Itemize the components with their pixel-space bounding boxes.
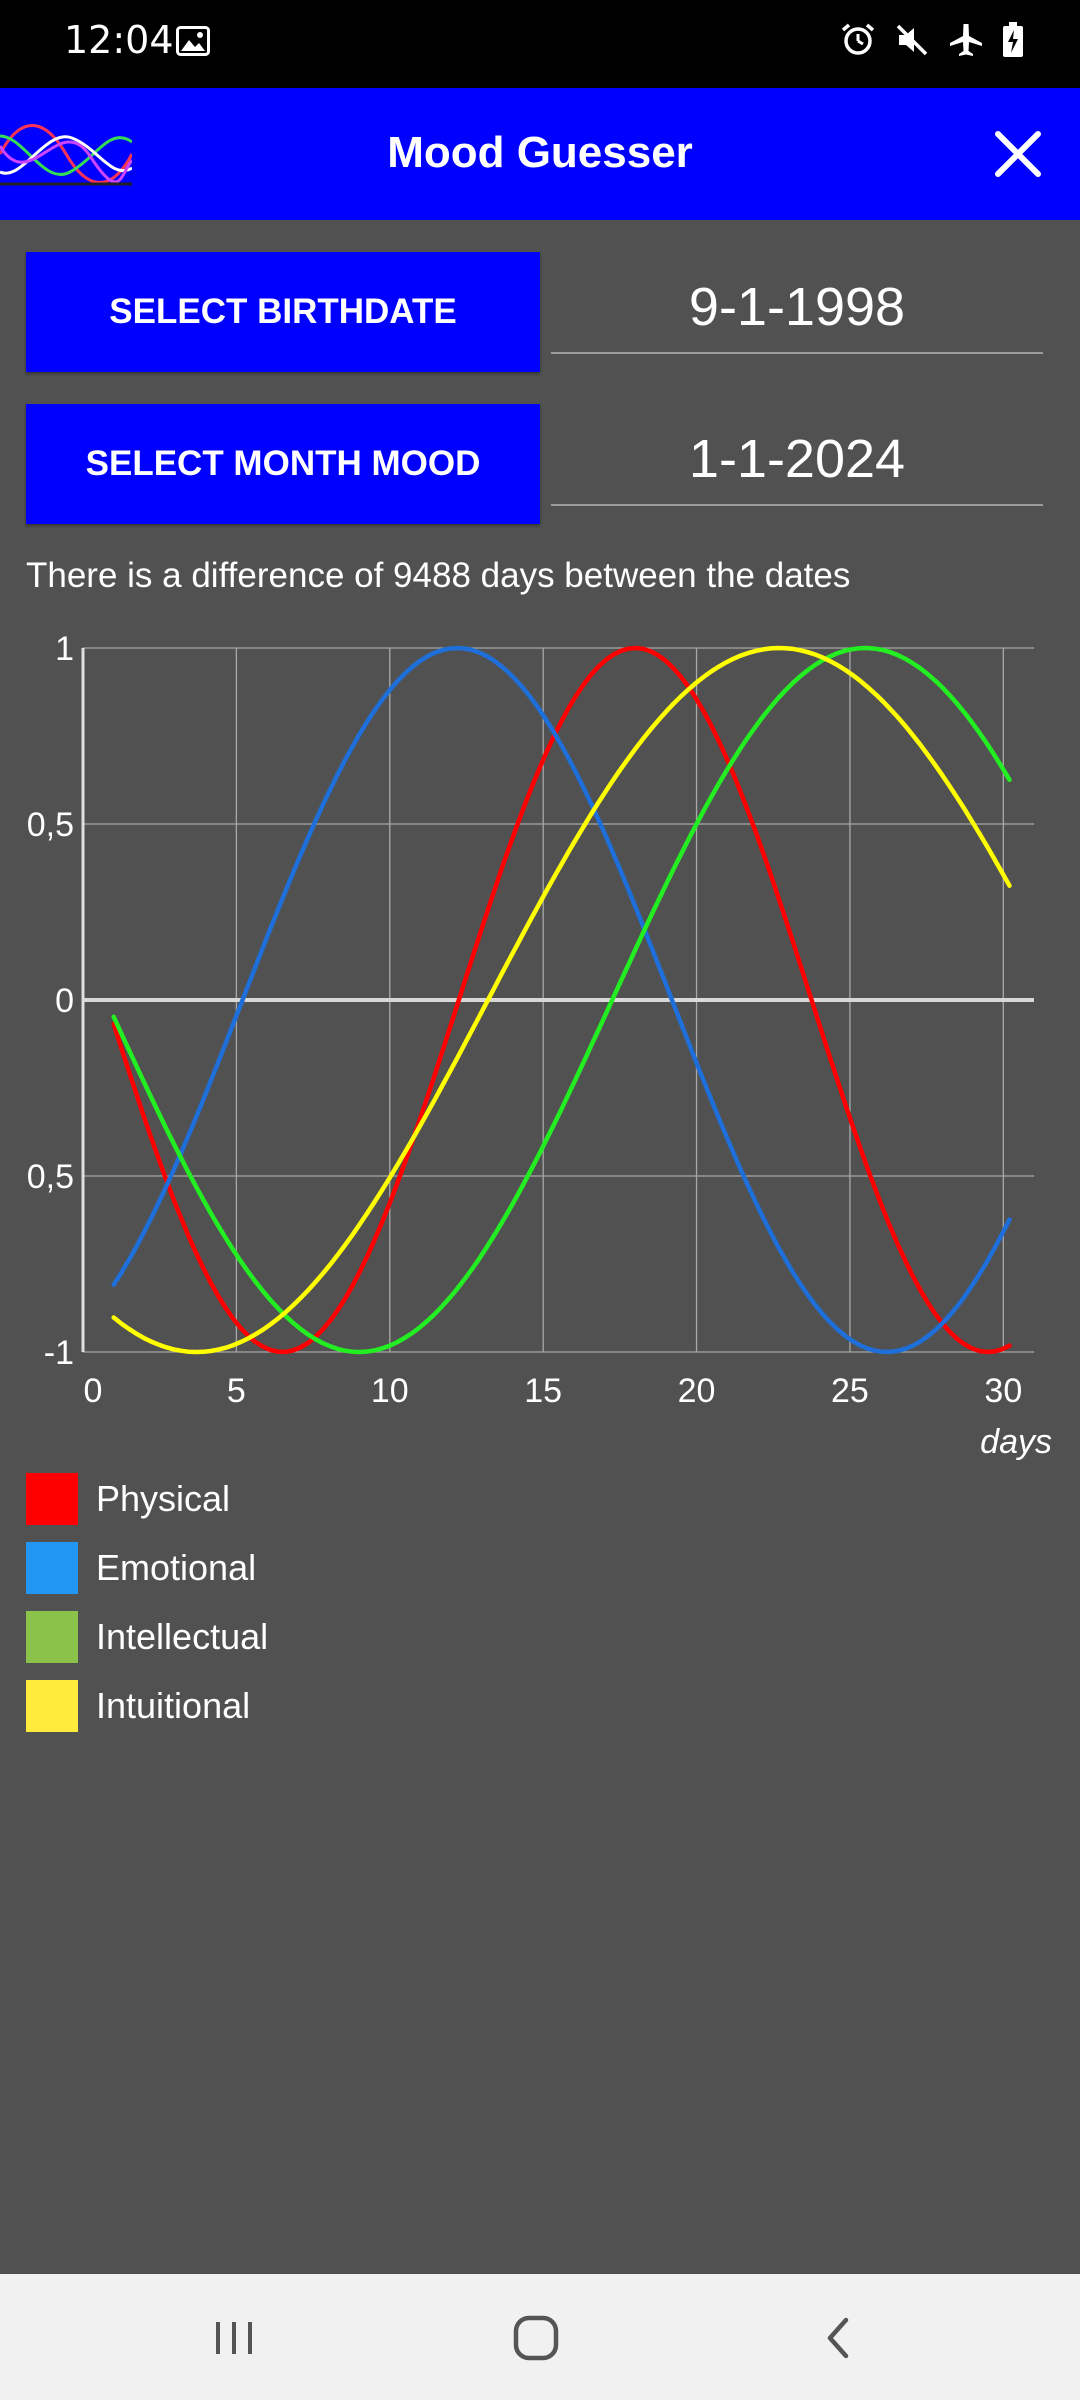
y-tick-label: 1 xyxy=(55,630,74,668)
days-difference-text: There is a difference of 9488 days betwe… xyxy=(26,556,851,595)
biorhythm-chart: 1 0,5 0 0,5 -1 0 5 10 15 20 25 30 days xyxy=(27,630,1052,1461)
legend-label: Intellectual xyxy=(96,1615,269,1657)
legend-swatch xyxy=(26,1610,78,1663)
series-line-intuitional xyxy=(111,645,1012,1355)
y-tick-label: 0,5 xyxy=(27,1158,74,1196)
y-tick-label: 0 xyxy=(55,982,74,1020)
status-bar: 12:04 xyxy=(0,0,1080,88)
legend-item-emotional: Emotional xyxy=(26,1533,268,1602)
app-title: Mood Guesser xyxy=(387,128,693,177)
x-tick-label: 20 xyxy=(678,1372,716,1410)
legend-swatch xyxy=(26,1679,78,1732)
series-line-emotional xyxy=(111,645,1012,1355)
y-tick-label: 0,5 xyxy=(27,806,74,844)
x-tick-label: 25 xyxy=(831,1372,869,1410)
mute-icon xyxy=(896,24,928,56)
legend-item-intellectual: Intellectual xyxy=(26,1602,268,1671)
x-tick-label: 15 xyxy=(524,1372,562,1410)
alarm-icon xyxy=(841,23,875,55)
back-icon[interactable] xyxy=(808,2308,868,2368)
home-icon[interactable] xyxy=(506,2308,566,2368)
birthdate-field[interactable]: 9-1-1998 xyxy=(551,272,1043,354)
select-month-mood-button[interactable]: SELECT MONTH MOOD xyxy=(26,404,540,524)
x-tick-label: 0 xyxy=(84,1372,103,1410)
navigation-bar xyxy=(0,2274,1080,2400)
recent-apps-icon[interactable] xyxy=(204,2308,264,2368)
legend-swatch xyxy=(26,1472,78,1525)
legend-item-physical: Physical xyxy=(26,1464,268,1533)
legend-label: Intuitional xyxy=(96,1684,251,1726)
series-line-physical xyxy=(111,645,1012,1355)
x-tick-label: 30 xyxy=(984,1372,1022,1410)
legend-label: Emotional xyxy=(96,1546,257,1588)
close-icon[interactable] xyxy=(992,128,1044,180)
x-tick-label: 10 xyxy=(371,1372,409,1410)
y-tick-label: -1 xyxy=(44,1334,74,1372)
chart-legend: Physical Emotional Intellectual Intuitio… xyxy=(26,1464,268,1740)
app-bar: Mood Guesser xyxy=(0,88,1080,220)
x-axis-label: days xyxy=(980,1423,1052,1461)
legend-swatch xyxy=(26,1541,78,1594)
status-icons xyxy=(840,22,1024,58)
select-birthdate-button[interactable]: SELECT BIRTHDATE xyxy=(26,252,540,372)
airplane-mode-icon xyxy=(950,24,982,56)
series-line-intellectual xyxy=(111,645,1012,1355)
battery-charging-icon xyxy=(1003,22,1023,57)
status-time: 12:04 xyxy=(64,18,174,62)
biorhythm-logo xyxy=(0,124,132,186)
x-tick-label: 5 xyxy=(227,1372,246,1410)
month-date-field[interactable]: 1-1-2024 xyxy=(551,424,1043,506)
legend-item-intuitional: Intuitional xyxy=(26,1671,268,1740)
legend-label: Physical xyxy=(96,1477,231,1519)
image-icon xyxy=(176,26,210,56)
